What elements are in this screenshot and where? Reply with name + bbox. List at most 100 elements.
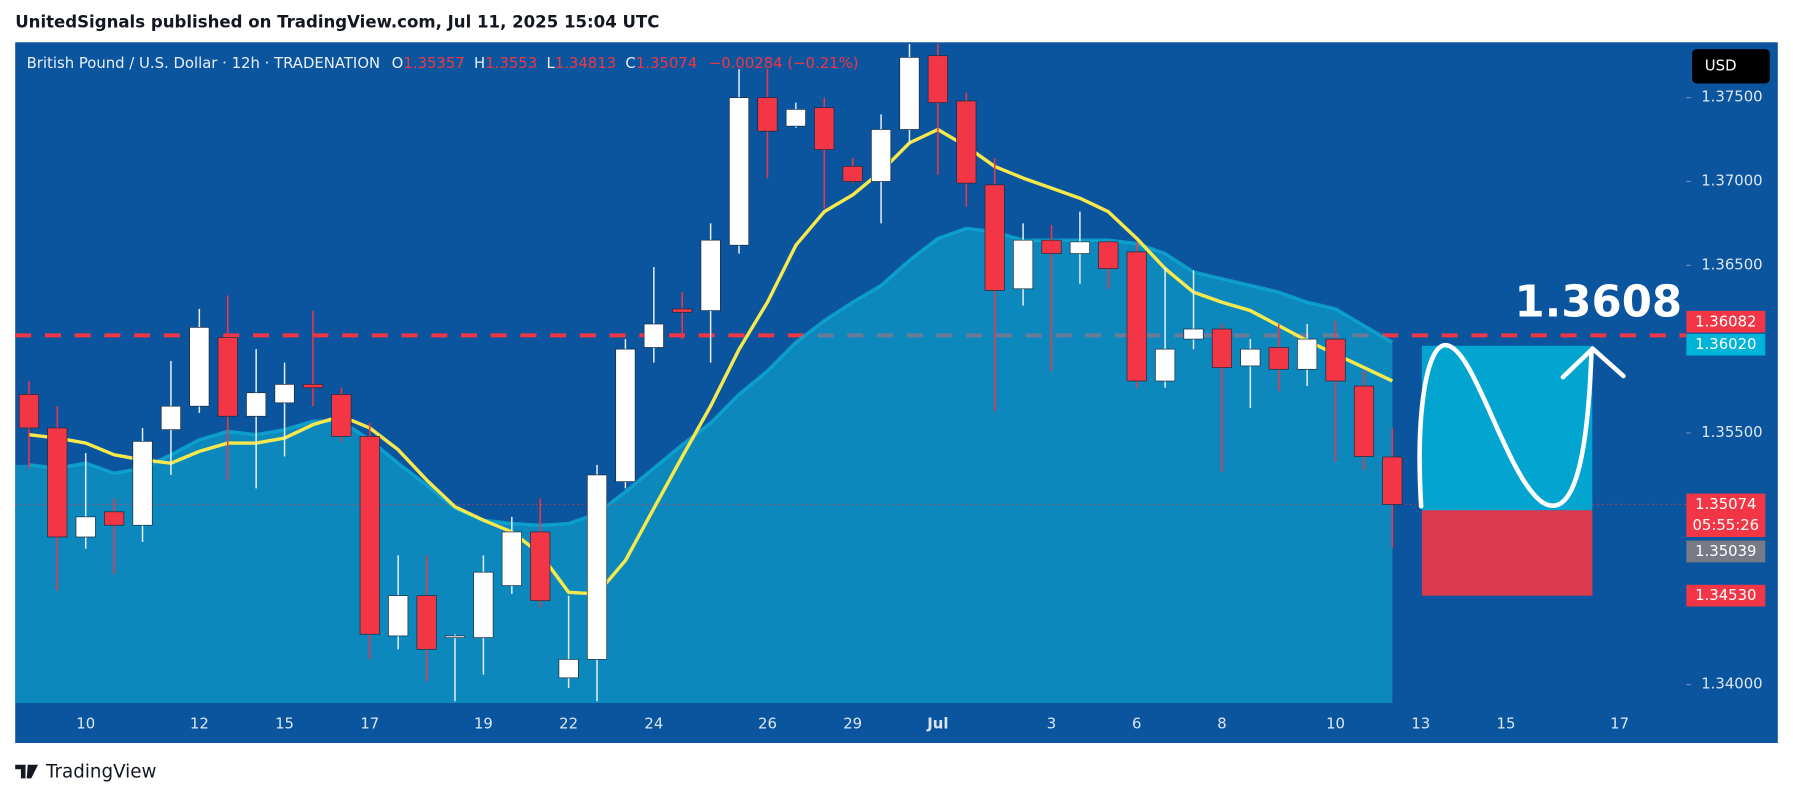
candle-body <box>416 595 437 650</box>
y-tick-label: 1.37500 <box>1701 88 1762 106</box>
candle-body <box>1098 241 1119 270</box>
x-tick-label: 6 <box>1132 715 1141 733</box>
y-tick-label: 1.36500 <box>1701 255 1762 273</box>
x-tick-label: 12 <box>190 715 209 733</box>
candle-body <box>728 97 750 246</box>
candle-body <box>18 394 39 429</box>
candle-body <box>927 55 948 104</box>
price-annotation: 1.3608 <box>1515 278 1683 328</box>
candle-body <box>757 97 778 132</box>
ohlc-value: 1.3553 <box>485 54 537 72</box>
candle-body <box>700 239 721 311</box>
candle-body <box>359 436 380 635</box>
candle-body <box>1240 348 1261 367</box>
candle-body <box>615 348 636 482</box>
logo-dot <box>28 765 33 770</box>
candle-body <box>643 323 664 348</box>
y-tick-label: 1.35500 <box>1701 423 1762 441</box>
currency[interactable]: USD <box>1705 56 1737 74</box>
tradingview-logo <box>15 764 39 779</box>
x-tick-label: 10 <box>76 715 95 733</box>
ohlc-prefix: C <box>625 54 635 72</box>
target-price-label: 1.36020 <box>1695 335 1756 353</box>
ohlc-prefix: H <box>474 54 485 72</box>
candle-body <box>473 571 494 638</box>
candle-body <box>1155 348 1176 382</box>
countdown: 05:55:26 <box>1692 516 1759 534</box>
drawn-arrow-head <box>1560 346 1626 380</box>
candle-body <box>1126 251 1147 382</box>
ohlc-prefix: O <box>392 54 404 72</box>
candle-body <box>1183 328 1204 340</box>
candle-body <box>104 511 125 526</box>
x-tick-label: 3 <box>1047 715 1056 733</box>
x-tick-label: 13 <box>1411 715 1430 733</box>
x-tick-label: 22 <box>559 715 578 733</box>
ohlc-value: 1.34813 <box>555 54 616 72</box>
y-tick-label: 1.34000 <box>1701 675 1762 693</box>
footer-brand: TradingView <box>45 762 156 783</box>
candle-body <box>558 659 579 679</box>
candle-body <box>1211 328 1232 368</box>
candle-body <box>871 129 892 182</box>
legend: British Pound / U.S. Dollar · 12h · TRAD… <box>27 54 859 72</box>
candle-body <box>1041 239 1062 254</box>
candle-body <box>388 595 409 637</box>
candle-body <box>160 405 182 430</box>
x-tick-label: 15 <box>275 715 294 733</box>
candle-body <box>814 107 835 150</box>
x-tick-label: 29 <box>843 715 862 733</box>
candle-body <box>1268 347 1289 370</box>
x-tick-label: 19 <box>474 715 493 733</box>
candle-body <box>75 516 96 538</box>
candle-body <box>1353 385 1375 457</box>
candle-body <box>1297 338 1318 370</box>
candle-body <box>1382 456 1403 505</box>
candle-body <box>1325 338 1346 382</box>
candle-body <box>530 531 551 602</box>
stop-price-label-badge <box>1686 584 1766 607</box>
entry-price-label: 1.35039 <box>1695 542 1756 560</box>
x-tick-label: 24 <box>644 715 663 733</box>
ohlc-value: 1.35357 <box>403 54 464 72</box>
candle-body <box>785 109 806 127</box>
stop-price-label: 1.34530 <box>1695 586 1756 604</box>
candle-body <box>132 441 153 526</box>
candle-body <box>501 531 522 586</box>
candle-body <box>246 392 267 417</box>
candle-body <box>672 308 693 313</box>
entry-price-label-badge <box>1686 540 1766 563</box>
candle-body <box>842 166 863 182</box>
x-tick-label: 17 <box>360 715 379 733</box>
candle-body <box>217 337 238 417</box>
y-tick-label: 1.37000 <box>1701 171 1762 189</box>
target-price-label-badge <box>1686 333 1766 356</box>
x-tick-label: 17 <box>1610 715 1629 733</box>
candle-body <box>302 384 324 389</box>
last-price-label: 1.35074 <box>1695 495 1756 513</box>
x-tick-label: 26 <box>758 715 777 733</box>
symbol: British Pound / U.S. Dollar · 12h · TRAD… <box>27 54 380 72</box>
candle-body <box>984 184 1005 291</box>
ohlc-value: 1.35074 <box>636 54 697 72</box>
x-tick-label: 8 <box>1217 715 1226 733</box>
plot: 10 12 15 17 19 22 24 26 29 Jul 3 6 8 10 13 15 17 1.34000 1… <box>15 43 1766 733</box>
x-tick-label: Jul <box>926 715 948 733</box>
currency-badge[interactable] <box>1692 49 1770 84</box>
area-average <box>15 228 1393 703</box>
candle-body <box>331 394 352 437</box>
candle-body <box>1069 241 1090 254</box>
x-tick-label: 10 <box>1326 715 1345 733</box>
drawn-curve <box>1417 342 1594 509</box>
change: −0.00284 (−0.21%) <box>709 54 859 72</box>
stop-zone <box>1421 510 1593 596</box>
candle-body <box>444 635 466 638</box>
candle-body <box>47 427 68 538</box>
candle-body <box>189 327 210 407</box>
x-tick-label: 15 <box>1497 715 1516 733</box>
line-price-label: 1.36082 <box>1695 312 1756 330</box>
publisher-header: UnitedSignals published on TradingView.c… <box>15 12 659 31</box>
candle-body <box>956 100 977 184</box>
line-price-label-badge <box>1686 310 1766 333</box>
